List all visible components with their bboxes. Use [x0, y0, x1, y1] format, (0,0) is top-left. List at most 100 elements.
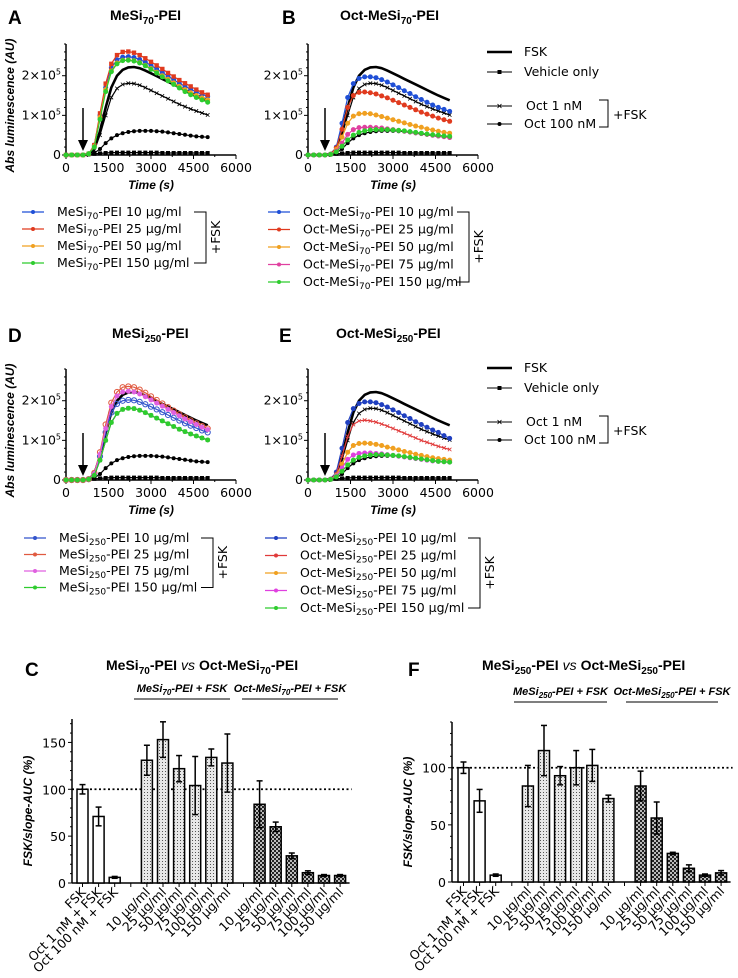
data-point [137, 150, 142, 155]
data-point [407, 91, 413, 97]
data-point [142, 410, 148, 416]
series-line [66, 82, 208, 156]
data-point [159, 74, 165, 80]
data-point [418, 130, 424, 136]
data-point [424, 440, 430, 445]
x-tick-label: 6000 [220, 485, 252, 500]
data-point [447, 108, 453, 114]
group-label: MeSi70-PEI + FSK [137, 683, 229, 697]
legend-label: Oct-MeSi250-PEI 150 μg/ml [300, 600, 464, 618]
series-5 [305, 418, 452, 483]
data-point [132, 129, 136, 134]
x-tick-label: 3000 [377, 160, 409, 175]
data-point [402, 431, 407, 436]
data-point [436, 476, 441, 481]
data-point [384, 127, 390, 133]
legend-label: MeSi70-PEI 25 μg/ml [57, 221, 182, 239]
data-point [356, 418, 362, 424]
panel-letter-e: E [279, 326, 292, 347]
legend-marker-x [497, 419, 502, 425]
data-point [126, 49, 131, 54]
arrow-head-icon [320, 465, 330, 476]
x-tick-label: 4500 [178, 160, 210, 175]
data-point [367, 74, 373, 80]
data-point [447, 459, 453, 465]
data-point [143, 453, 148, 458]
y-tick-label: 150 [42, 735, 66, 750]
data-point [391, 150, 395, 155]
data-point [436, 108, 441, 114]
data-point [396, 85, 402, 91]
data-point [159, 403, 165, 409]
legend-marker [277, 245, 281, 249]
data-point [328, 476, 334, 482]
bar [140, 759, 154, 884]
data-point [131, 389, 137, 395]
data-point [368, 406, 373, 411]
data-point [373, 112, 379, 118]
data-point [367, 90, 373, 96]
legend-label: MeSi70-PEI 150 μg/ml [57, 255, 190, 273]
data-point [424, 99, 430, 105]
data-point [131, 58, 137, 64]
data-point [424, 131, 430, 137]
data-point [165, 96, 171, 101]
data-point [200, 459, 204, 464]
data-point [402, 151, 407, 156]
data-point [413, 476, 418, 481]
legend-marker-square [497, 70, 502, 74]
data-point [171, 74, 176, 79]
data-point [115, 150, 119, 155]
data-point [131, 50, 137, 55]
data-point [199, 110, 205, 116]
data-point [153, 406, 160, 413]
series-0 [308, 390, 451, 482]
data-point [373, 127, 379, 133]
data-point [435, 104, 441, 110]
data-point [345, 120, 351, 126]
data-point [171, 81, 177, 87]
data-point [137, 52, 142, 58]
data-point [159, 409, 166, 416]
legend-marker [274, 606, 278, 610]
series-line [66, 399, 208, 481]
x-tick-label: 0 [62, 160, 70, 175]
data-point [86, 151, 92, 157]
data-point [384, 95, 390, 101]
data-point [322, 152, 328, 158]
data-point [193, 433, 199, 439]
data-point [430, 106, 435, 112]
data-point [80, 477, 86, 483]
data-point [396, 118, 402, 124]
data-point [322, 477, 328, 483]
data-point [384, 404, 390, 410]
data-point [368, 418, 373, 424]
data-point [356, 125, 362, 131]
y-tick-label: 1×105 [22, 432, 61, 447]
data-point [125, 57, 131, 63]
series-5 [305, 89, 453, 158]
data-point [362, 110, 368, 116]
x-tick-label: Oct 1 nM + FSK [406, 883, 486, 963]
data-point [136, 398, 143, 406]
data-point [115, 458, 119, 463]
data-point [194, 476, 199, 481]
data-point [379, 422, 384, 427]
legend-bracket [468, 537, 481, 609]
data-point [373, 81, 379, 86]
line-chart-b: 0 1×105 2×105 0 1500 3000 4500 6000 Time (s) [264, 43, 494, 192]
legend-bracket [457, 211, 470, 283]
data-point [407, 454, 413, 460]
data-point [113, 400, 121, 407]
y-tick-label: 100 [42, 782, 66, 797]
data-point [199, 435, 205, 441]
legend-marker [277, 227, 281, 232]
data-point [142, 394, 148, 400]
x-axis-title: Time (s) [128, 503, 174, 517]
data-point [418, 109, 424, 115]
data-point [109, 136, 114, 141]
data-point [109, 475, 114, 480]
data-point [120, 389, 126, 395]
data-point [166, 455, 170, 460]
